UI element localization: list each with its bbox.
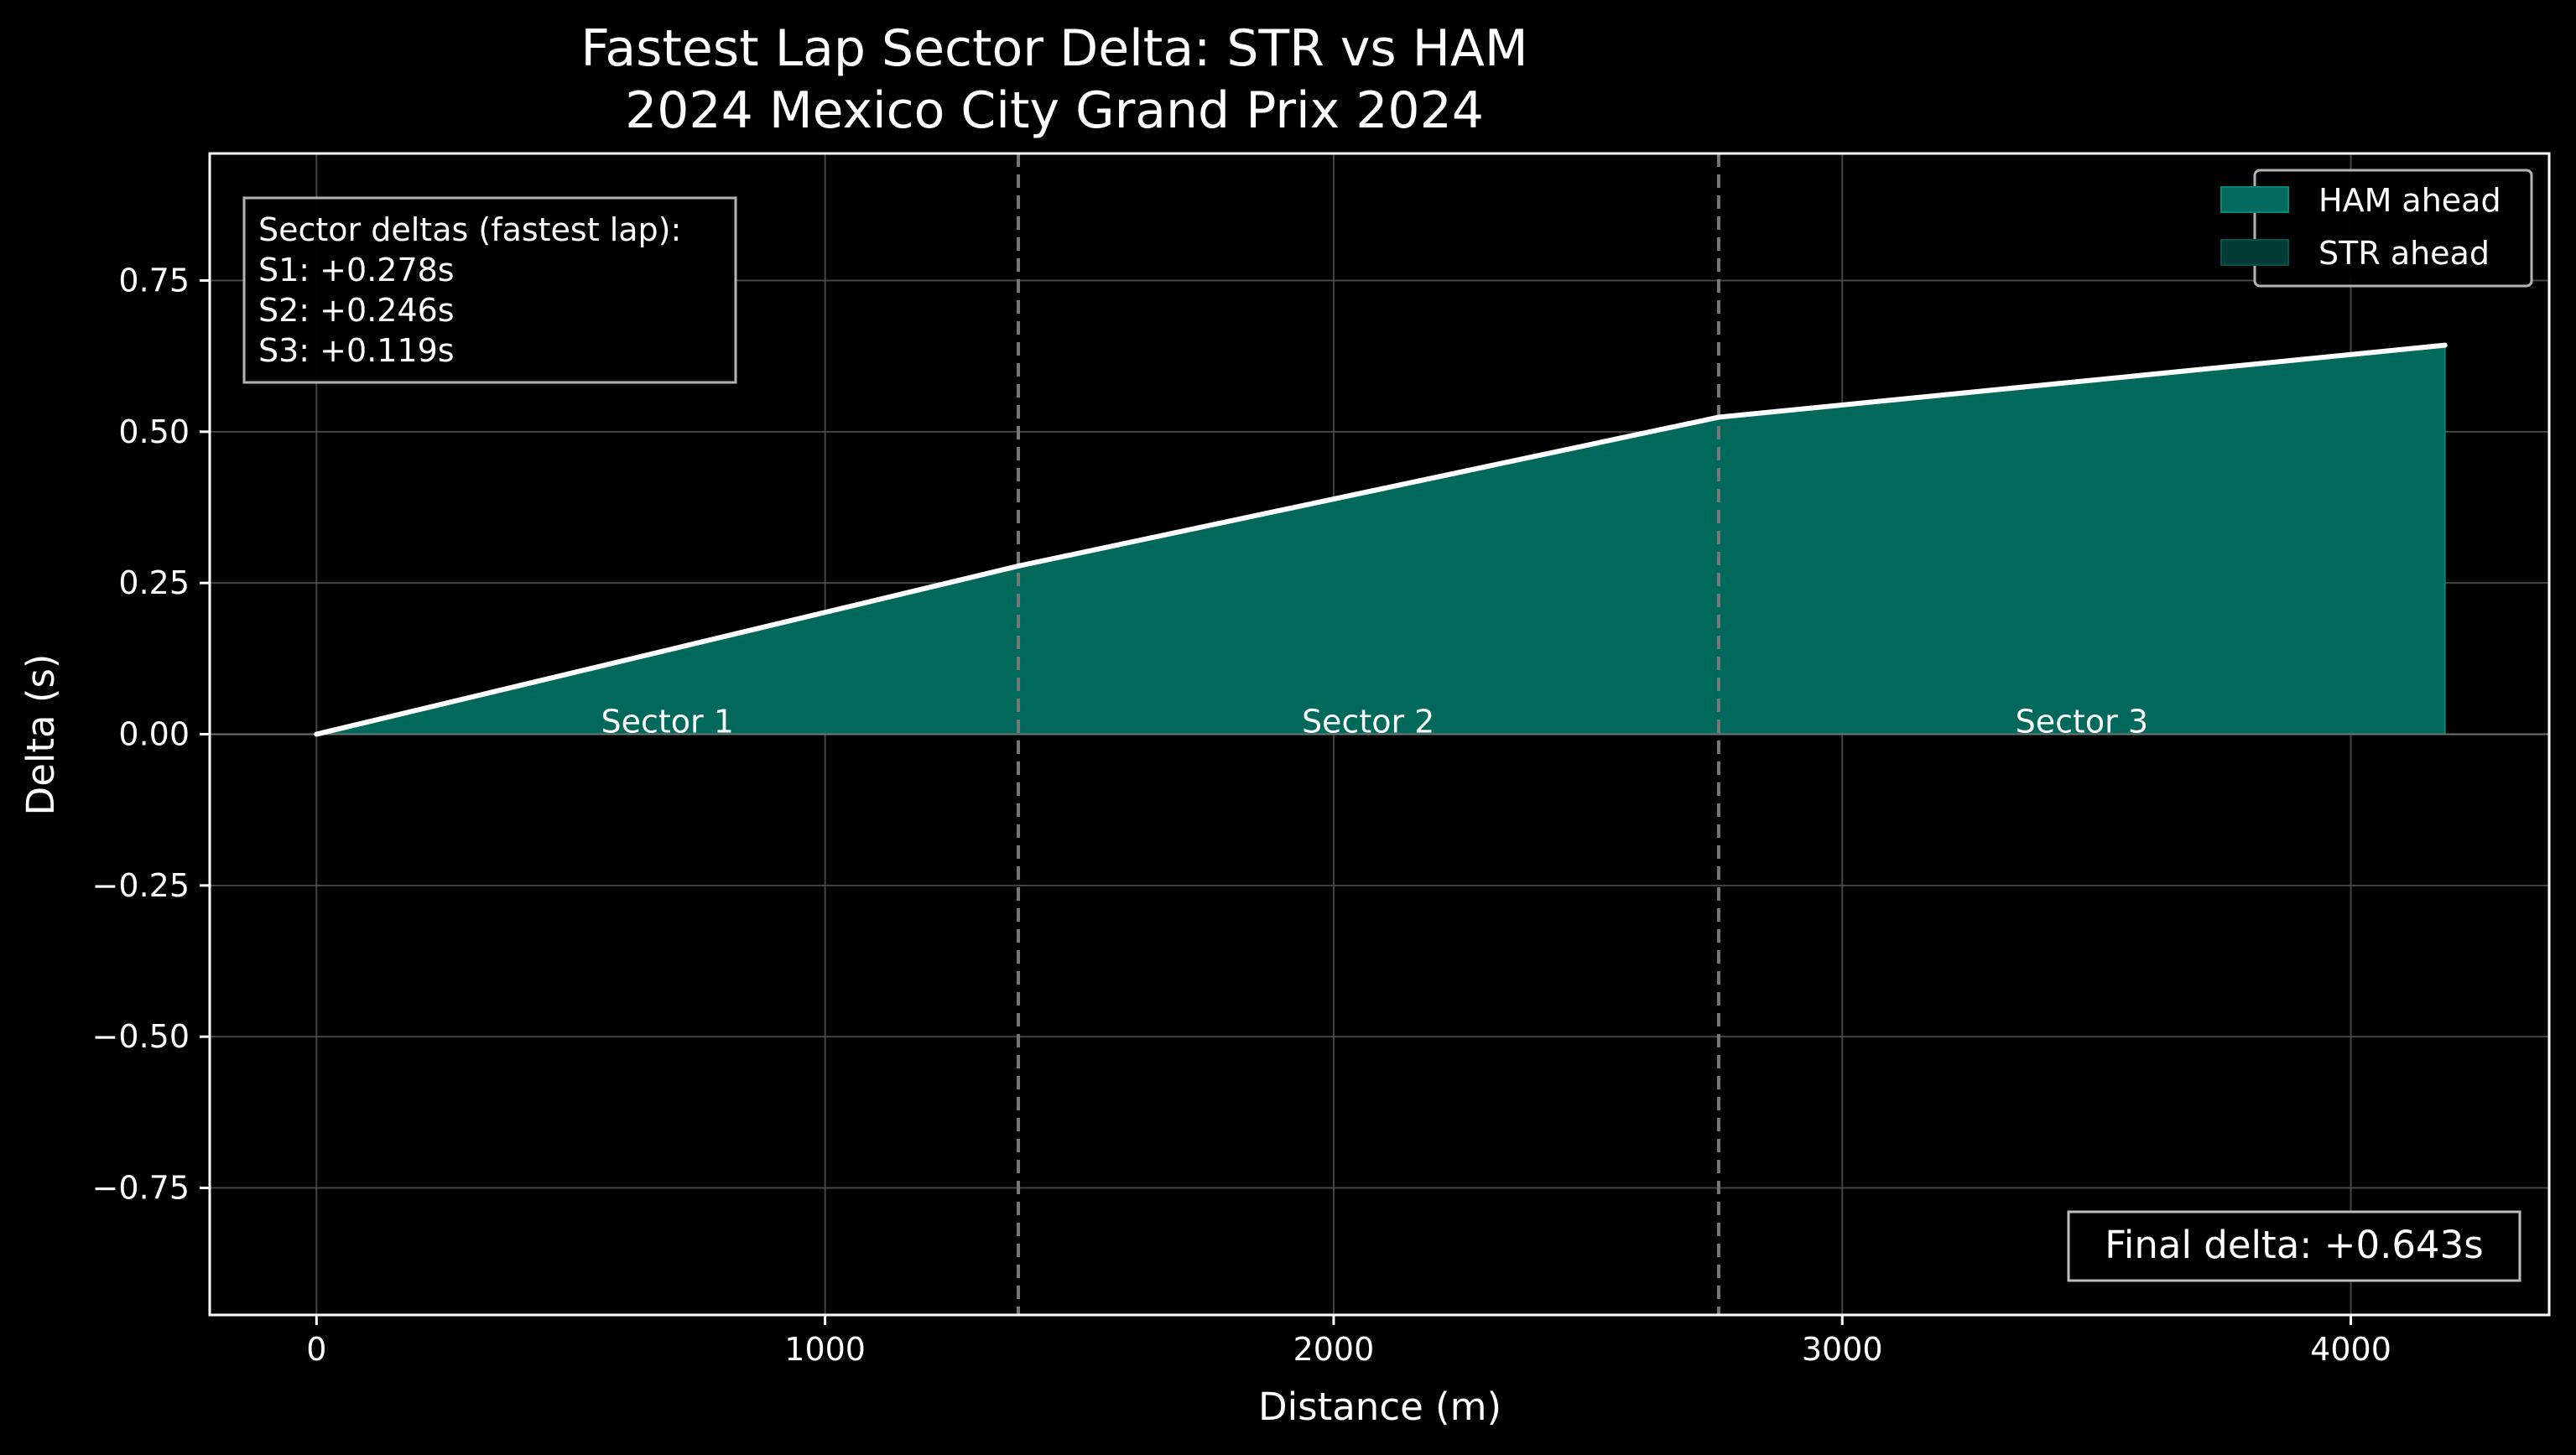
chart-title: Fastest Lap Sector Delta: STR vs HAM (580, 19, 1527, 78)
sector-label: Sector 1 (601, 704, 733, 740)
x-tick-label: 2000 (1293, 1331, 1375, 1368)
x-tick-label: 3000 (1802, 1331, 1883, 1368)
final-delta-box: Final delta: +0.643s (2067, 1210, 2521, 1282)
x-axis-label: Distance (m) (1258, 1385, 1501, 1429)
stats-line: S3: +0.119s (258, 332, 455, 369)
legend-swatch-ham-ahead (2220, 186, 2289, 213)
legend-label-str-ahead: STR ahead (2318, 235, 2490, 272)
stats-line: S2: +0.246s (258, 292, 455, 329)
legend-label-ham-ahead: HAM ahead (2318, 182, 2501, 219)
y-tick-label: 0.50 (118, 413, 190, 450)
sector-label: Sector 2 (1302, 704, 1434, 740)
y-axis-ticks: 0.75 0.50 0.25 0.00 −0.25 −0.50 −0.75 (92, 262, 210, 1207)
delta-series (314, 342, 2448, 737)
final-delta-text: Final delta: +0.643s (2105, 1223, 2483, 1267)
x-tick-label: 1000 (784, 1331, 866, 1368)
legend: HAM ahead STR ahead (2220, 169, 2533, 288)
plot-frame (208, 152, 2551, 1317)
delta-line (314, 342, 2448, 737)
y-tick-label: 0.75 (118, 262, 190, 299)
x-tick-label: 4000 (2310, 1331, 2391, 1368)
legend-swatch-str-ahead (2220, 239, 2289, 266)
y-axis-label: Delta (s) (18, 654, 63, 816)
stats-line: Sector deltas (fastest lap): (258, 211, 681, 248)
ham-ahead-area (316, 344, 2446, 735)
y-tick-label: 0.25 (118, 564, 190, 601)
chart-subtitle: 2024 Mexico City Grand Prix 2024 (625, 81, 1484, 140)
stats-line: S1: +0.278s (258, 252, 455, 288)
y-tick-label: 0.00 (118, 716, 190, 753)
x-axis-ticks: 0 1000 2000 3000 4000 (306, 1315, 2391, 1368)
sector-boundaries: Sector 1 Sector 2 Sector 3 (601, 153, 2148, 1315)
y-tick-label: −0.25 (92, 867, 190, 904)
sector-label: Sector 3 (2016, 704, 2148, 740)
y-tick-label: −0.50 (92, 1018, 190, 1055)
x-tick-label: 0 (306, 1331, 326, 1368)
stats-box: Sector deltas (fastest lap): S1: +0.278s… (242, 196, 737, 384)
y-tick-label: −0.75 (92, 1170, 190, 1207)
